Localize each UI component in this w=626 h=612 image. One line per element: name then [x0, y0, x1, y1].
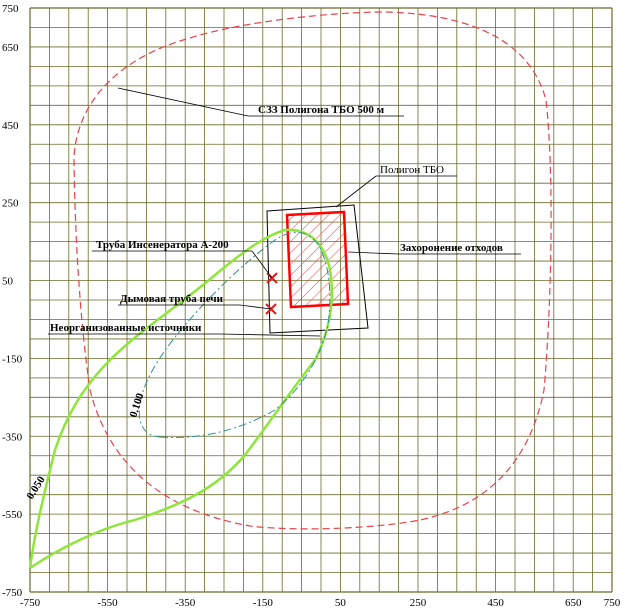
y-tick-label: -550: [2, 509, 23, 521]
unorganized-leader: [219, 333, 321, 337]
burial-label: Захоронение отходов: [400, 242, 503, 254]
poligon-label: Полигон ТБО: [380, 164, 444, 176]
szz-boundary: [73, 11, 552, 530]
burial-leader: [347, 251, 399, 255]
isoline-inner-label: 0.100: [127, 391, 146, 419]
x-tick-label: 650: [565, 597, 582, 609]
unorganized-label: Неорганизованные источники: [50, 322, 202, 334]
isoline-inner: [138, 231, 331, 438]
incinerator-leader: [251, 250, 273, 279]
y-tick-label: 250: [2, 198, 19, 210]
incinerator-label: Труба Инсенератора А-200: [96, 239, 229, 251]
szz-label: СЗЗ Полигона ТБО 500 м: [258, 104, 385, 116]
y-tick-label: -350: [2, 431, 23, 443]
x-tick-label: 450: [487, 597, 504, 609]
x-tick-label: -150: [253, 597, 274, 609]
y-tick-label: 650: [2, 42, 19, 54]
x-tick-label: 250: [410, 597, 427, 609]
x-tick-label: -350: [175, 597, 196, 609]
y-tick-label: 450: [2, 120, 19, 132]
coordinate-grid: [29, 7, 613, 593]
axis-ticks: -750 -550 -350 -150 50 250 450 650 750 750 650 450 2…: [2, 3, 621, 609]
x-tick-label: 750: [604, 597, 621, 609]
poligon-outline: [266, 204, 369, 334]
szz-leader: [117, 87, 249, 117]
chimney-leader: [239, 304, 272, 310]
y-tick-label: -150: [2, 353, 23, 365]
x-tick-label: 50: [335, 597, 347, 609]
y-tick-label: -750: [2, 587, 23, 599]
poligon-leader: [335, 175, 377, 208]
chimney-label: Дымовая труба печи: [120, 293, 224, 305]
y-tick-label: 750: [2, 3, 19, 15]
burial-zone: [285, 210, 350, 309]
x-tick-label: -550: [98, 597, 119, 609]
y-tick-label: 50: [2, 276, 14, 288]
x-tick-label: -750: [20, 597, 41, 609]
